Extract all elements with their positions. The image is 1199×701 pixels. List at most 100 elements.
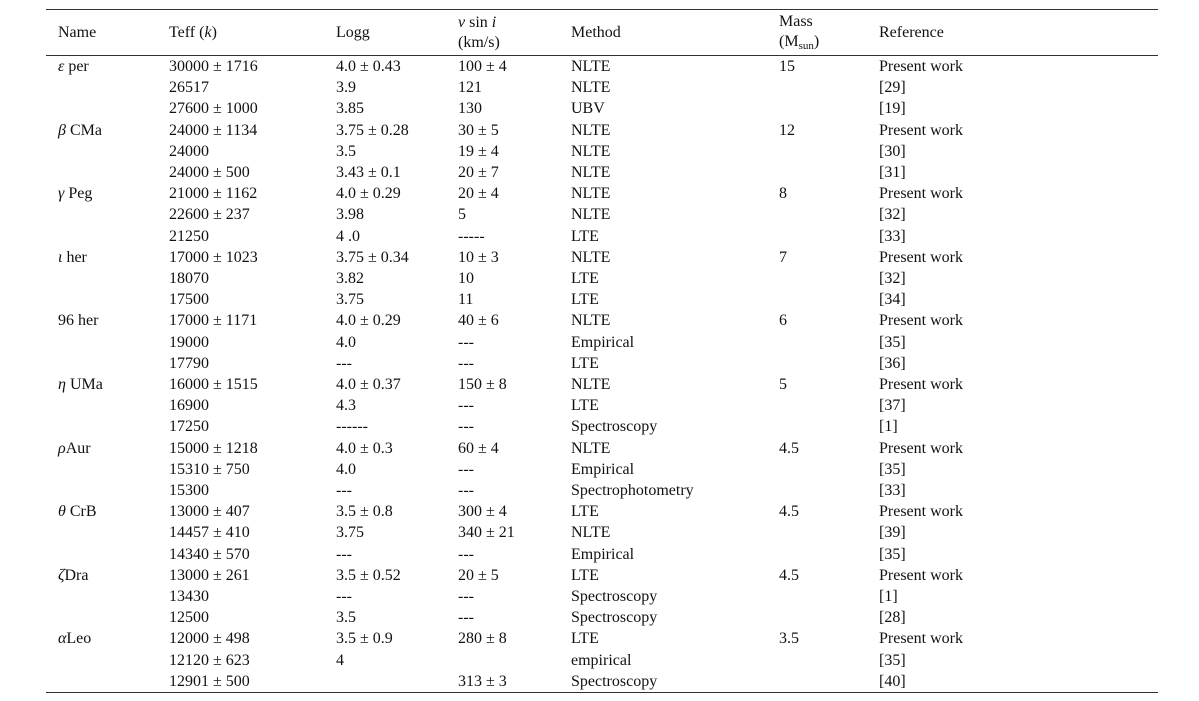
table-bottom-rule bbox=[46, 692, 1158, 694]
cell-method: Spectroscopy bbox=[571, 609, 658, 627]
star-greek-letter: γ bbox=[58, 185, 65, 203]
header-row: Name Teff (k) Logg v sin i (km/s) Method … bbox=[46, 10, 1158, 56]
cell-method: Empirical bbox=[571, 545, 635, 563]
table-top-rule bbox=[46, 9, 1158, 10]
table-row: 26517 3.9 121 NLTE [29] bbox=[46, 77, 1158, 98]
cell-reference: [35] bbox=[879, 460, 906, 478]
cell-star-name bbox=[46, 395, 157, 416]
table-row: 15310 ± 750 4.0 --- Empirical [35] bbox=[46, 459, 1158, 480]
cell-method: NLTE bbox=[571, 312, 611, 330]
cell-teff: 24000 bbox=[169, 142, 209, 160]
cell-teff: 15310 ± 750 bbox=[169, 460, 250, 478]
star-name-label: her bbox=[62, 248, 87, 266]
cell-reference: Present work bbox=[879, 439, 963, 457]
cell-teff: 13000 ± 261 bbox=[169, 566, 250, 584]
cell-mass bbox=[767, 586, 867, 607]
table-row: γ Peg 21000 ± 1162 4.0 ± 0.29 20 ± 4 NLTE 8 Pr… bbox=[46, 183, 1158, 204]
cell-logg: ------ bbox=[336, 418, 368, 436]
cell-reference: [35] bbox=[879, 333, 906, 351]
table-row: 27600 ± 1000 3.85 130 UBV [19] bbox=[46, 98, 1158, 119]
cell-reference: [29] bbox=[879, 79, 906, 97]
cell-method: NLTE bbox=[571, 206, 611, 224]
table-row: 13430 --- --- Spectroscopy [1] bbox=[46, 586, 1158, 607]
cell-logg: 3.75 bbox=[336, 524, 364, 542]
cell-reference: Present work bbox=[879, 376, 963, 394]
cell-method: NLTE bbox=[571, 121, 611, 139]
cell-mass bbox=[767, 162, 867, 183]
cell-logg bbox=[324, 671, 446, 692]
cell-star-name bbox=[46, 226, 157, 247]
cell-star-name bbox=[46, 650, 157, 671]
cell-teff: 21250 bbox=[169, 227, 209, 245]
cell-method: Spectroscopy bbox=[571, 588, 658, 606]
star-name-label: Leo bbox=[66, 630, 92, 648]
cell-method: UBV bbox=[571, 100, 605, 118]
cell-teff: 16900 bbox=[169, 397, 209, 415]
cell-logg: 4 .0 bbox=[336, 227, 360, 245]
cell-reference: Present work bbox=[879, 566, 963, 584]
cell-mass: 8 bbox=[779, 185, 787, 203]
cell-vsini: 121 bbox=[458, 79, 482, 97]
table-row: 19000 4.0 --- Empirical [35] bbox=[46, 332, 1158, 353]
cell-method: LTE bbox=[571, 354, 599, 372]
cell-method: NLTE bbox=[571, 142, 611, 160]
cell-vsini: 20 ± 7 bbox=[458, 164, 499, 182]
cell-teff: 14340 ± 570 bbox=[169, 545, 250, 563]
cell-star-name bbox=[46, 98, 157, 119]
cell-reference: [35] bbox=[879, 651, 906, 669]
cell-vsini: 5 bbox=[458, 206, 466, 224]
cell-star-name: 96 her bbox=[46, 310, 157, 331]
table-row: θ CrB 13000 ± 407 3.5 ± 0.8 300 ± 4 LTE 4.5 Pr… bbox=[46, 501, 1158, 522]
cell-logg: 3.98 bbox=[336, 206, 364, 224]
cell-reference: Present work bbox=[879, 58, 963, 75]
cell-mass: 4.5 bbox=[779, 503, 799, 521]
star-greek-letter: ζ bbox=[58, 566, 65, 584]
cell-vsini: --- bbox=[458, 418, 474, 436]
cell-method: Empirical bbox=[571, 460, 635, 478]
cell-reference: Present work bbox=[879, 185, 963, 203]
cell-logg: 4.0 bbox=[336, 333, 356, 351]
cell-logg: 4.0 ± 0.29 bbox=[336, 312, 401, 330]
cell-mass bbox=[767, 395, 867, 416]
cell-method: empirical bbox=[571, 651, 632, 669]
cell-logg: 4.0 ± 0.37 bbox=[336, 376, 401, 394]
cell-mass bbox=[767, 544, 867, 565]
cell-star-name bbox=[46, 289, 157, 310]
cell-logg: 3.9 bbox=[336, 79, 356, 97]
star-greek-letter: β bbox=[58, 121, 66, 139]
cell-logg: 3.85 bbox=[336, 100, 364, 118]
star-name-label: Peg bbox=[64, 185, 93, 203]
cell-vsini: 150 ± 8 bbox=[458, 376, 507, 394]
cell-vsini: --- bbox=[458, 333, 474, 351]
cell-star-name bbox=[46, 459, 157, 480]
cell-logg: 3.5 bbox=[336, 142, 356, 160]
cell-reference: [36] bbox=[879, 354, 906, 372]
cell-method: NLTE bbox=[571, 376, 611, 394]
cell-reference: [31] bbox=[879, 164, 906, 182]
cell-reference: Present work bbox=[879, 121, 963, 139]
cell-vsini: 10 bbox=[458, 270, 474, 288]
cell-method: NLTE bbox=[571, 79, 611, 97]
cell-star-name: ζDra bbox=[46, 565, 157, 586]
cell-star-name: ι her bbox=[46, 247, 157, 268]
star-name-label: per bbox=[64, 58, 89, 75]
cell-teff: 12500 bbox=[169, 609, 209, 627]
table-row: ζDra 13000 ± 261 3.5 ± 0.52 20 ± 5 LTE 4.5 Pre… bbox=[46, 565, 1158, 586]
cell-logg: --- bbox=[336, 482, 352, 500]
cell-teff: 17500 bbox=[169, 291, 209, 309]
stellar-parameters-table-container: Name Teff (k) Logg v sin i (km/s) Method … bbox=[46, 9, 1158, 694]
cell-star-name bbox=[46, 332, 157, 353]
cell-vsini: 20 ± 5 bbox=[458, 566, 499, 584]
cell-logg: 3.75 bbox=[336, 291, 364, 309]
table-row: 15300 --- --- Spectrophotometry [33] bbox=[46, 480, 1158, 501]
cell-star-name bbox=[46, 480, 157, 501]
star-greek-letter: ρ bbox=[58, 439, 66, 457]
cell-reference: [34] bbox=[879, 291, 906, 309]
cell-logg: --- bbox=[336, 545, 352, 563]
table-body: ε per 30000 ± 1716 4.0 ± 0.43 100 ± 4 NLTE 15… bbox=[46, 55, 1158, 693]
cell-star-name: γ Peg bbox=[46, 183, 157, 204]
cell-teff: 21000 ± 1162 bbox=[169, 185, 258, 203]
cell-teff: 24000 ± 1134 bbox=[169, 121, 258, 139]
table-row: η UMa 16000 ± 1515 4.0 ± 0.37 150 ± 8 NLTE 5 P… bbox=[46, 374, 1158, 395]
cell-mass: 6 bbox=[779, 312, 787, 330]
